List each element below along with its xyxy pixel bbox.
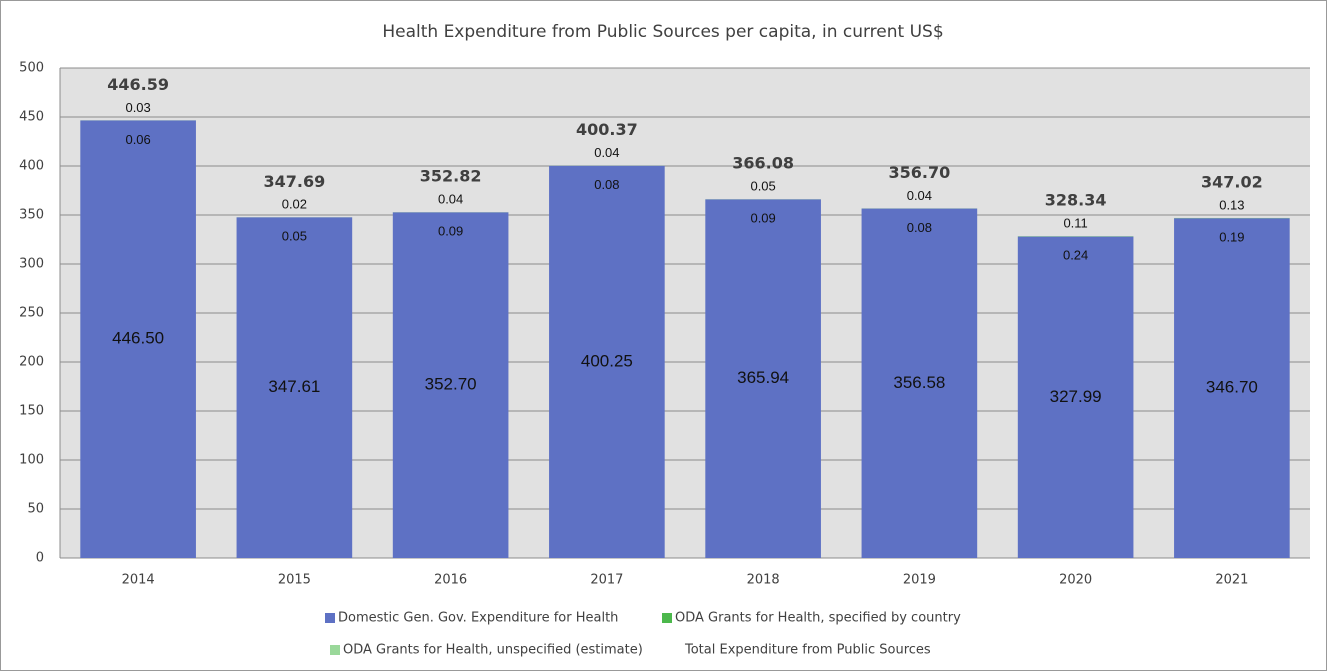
value-label: 0.24 bbox=[1063, 248, 1088, 263]
value-label: 0.19 bbox=[1219, 229, 1244, 244]
value-label: 365.94 bbox=[737, 368, 789, 387]
value-label: 0.02 bbox=[282, 197, 307, 212]
value-label: 347.61 bbox=[268, 377, 320, 396]
value-label: 0.08 bbox=[907, 220, 932, 235]
y-tick-label: 350 bbox=[19, 208, 44, 223]
bar-segment bbox=[80, 120, 196, 559]
legend-label: Total Expenditure from Public Sources bbox=[684, 643, 931, 658]
value-label: 0.09 bbox=[750, 211, 775, 226]
value-label: 327.99 bbox=[1050, 387, 1102, 406]
value-label: 0.05 bbox=[282, 229, 307, 244]
total-label: 347.02 bbox=[1201, 172, 1263, 191]
y-tick-label: 0 bbox=[36, 551, 44, 566]
bar-segment bbox=[705, 199, 821, 559]
bar-segment bbox=[1174, 218, 1290, 558]
value-label: 0.04 bbox=[594, 145, 619, 160]
value-label: 356.58 bbox=[893, 373, 945, 392]
value-label: 0.09 bbox=[438, 224, 463, 239]
y-tick-label: 300 bbox=[19, 257, 44, 272]
total-label: 347.69 bbox=[264, 172, 326, 191]
x-tick-label: 2016 bbox=[434, 573, 467, 588]
value-label: 446.50 bbox=[112, 329, 164, 348]
total-label: 356.70 bbox=[889, 163, 951, 182]
y-tick-label: 500 bbox=[19, 61, 44, 76]
total-label: 446.59 bbox=[107, 75, 169, 94]
value-label: 0.11 bbox=[1063, 216, 1087, 231]
legend-label: Domestic Gen. Gov. Expenditure for Healt… bbox=[338, 611, 618, 626]
value-label: 0.13 bbox=[1219, 197, 1244, 212]
x-tick-label: 2018 bbox=[747, 573, 780, 588]
y-tick-label: 100 bbox=[19, 453, 44, 468]
value-label: 0.06 bbox=[125, 132, 150, 147]
value-label: 0.05 bbox=[750, 179, 775, 194]
x-tick-label: 2021 bbox=[1215, 573, 1248, 588]
x-tick-label: 2019 bbox=[903, 573, 936, 588]
value-label: 0.04 bbox=[907, 188, 932, 203]
total-label: 328.34 bbox=[1045, 191, 1107, 210]
bar-segment bbox=[861, 208, 978, 558]
bar-segment bbox=[549, 165, 665, 558]
x-tick-label: 2017 bbox=[590, 573, 623, 588]
total-label: 400.37 bbox=[576, 120, 638, 139]
y-tick-label: 250 bbox=[19, 306, 44, 321]
x-tick-label: 2014 bbox=[122, 573, 155, 588]
x-tick-label: 2020 bbox=[1059, 573, 1092, 588]
bar-segment bbox=[1017, 236, 1134, 558]
bar-segment bbox=[392, 212, 509, 558]
total-label: 366.08 bbox=[732, 154, 794, 173]
legend-label: ODA Grants for Health, specified by coun… bbox=[675, 611, 961, 626]
chart-title: Health Expenditure from Public Sources p… bbox=[382, 22, 943, 42]
y-tick-label: 200 bbox=[19, 355, 44, 370]
value-label: 0.04 bbox=[438, 192, 463, 207]
value-label: 0.03 bbox=[125, 100, 150, 115]
legend-swatch bbox=[662, 613, 672, 623]
y-tick-label: 150 bbox=[19, 404, 44, 419]
y-tick-label: 400 bbox=[19, 159, 44, 174]
bar-segment bbox=[236, 217, 353, 558]
value-label: 346.70 bbox=[1206, 378, 1258, 397]
value-label: 400.25 bbox=[581, 351, 633, 370]
legend-swatch bbox=[325, 613, 335, 623]
value-label: 0.08 bbox=[594, 177, 619, 192]
y-tick-label: 50 bbox=[27, 502, 44, 517]
legend-label: ODA Grants for Health, unspecified (esti… bbox=[343, 643, 643, 658]
total-label: 352.82 bbox=[420, 167, 482, 186]
x-tick-label: 2015 bbox=[278, 573, 311, 588]
value-label: 352.70 bbox=[425, 375, 477, 394]
legend-swatch bbox=[330, 645, 340, 655]
y-tick-label: 450 bbox=[19, 110, 44, 125]
